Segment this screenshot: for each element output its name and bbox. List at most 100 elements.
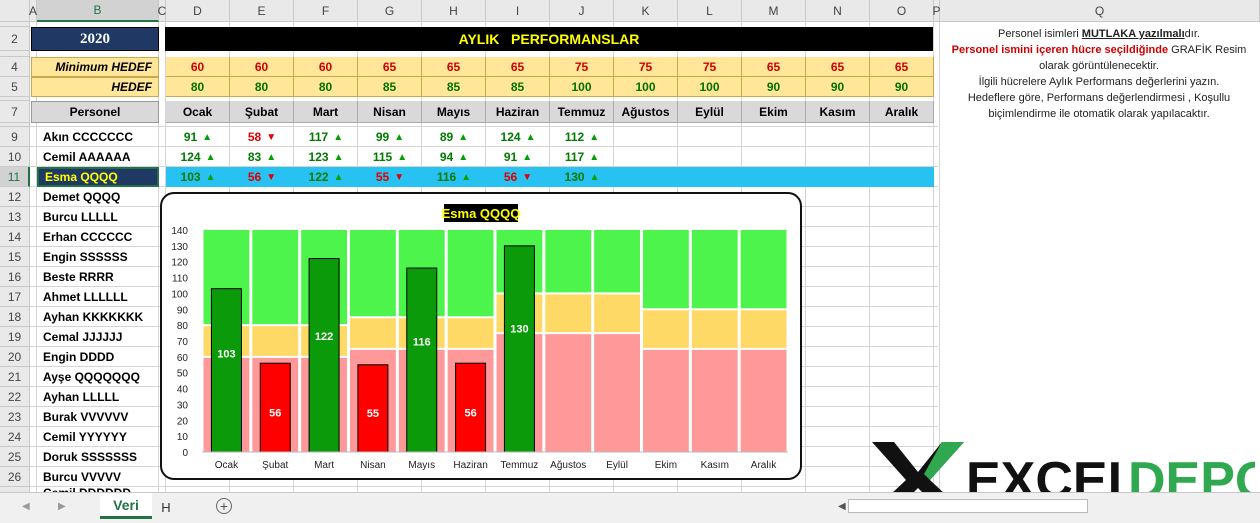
column-header-f[interactable]: F [294,0,358,22]
row-header-12[interactable]: 12 [0,187,30,207]
month-header-kasım[interactable]: Kasım [806,101,870,123]
performance-cell[interactable]: 99 ▲ [358,127,422,147]
row-header-15[interactable]: 15 [0,247,30,267]
month-header-eylül[interactable]: Eylül [678,101,742,123]
person-name[interactable]: Cemil YYYYYY [43,430,127,444]
row-header-13[interactable]: 13 [0,207,30,227]
person-name[interactable]: Erhan CCCCCC [43,230,133,244]
column-header-o[interactable]: O [870,0,934,22]
performance-cell[interactable]: 115 ▲ [358,147,422,167]
performance-cell[interactable]: 55 ▼ [358,167,422,187]
min-target-eylül[interactable]: 75 [678,57,742,77]
row-header-23[interactable]: 23 [0,407,30,427]
target-kasım[interactable]: 90 [806,77,870,97]
instructions-panel[interactable]: Personel isimleri MUTLAKA yazılmalıdır. … [940,24,1258,134]
row-header-6[interactable] [0,97,30,101]
person-name[interactable]: Akın CCCCCCC [43,130,133,144]
personel-header[interactable]: Personel [31,101,159,123]
target-şubat[interactable]: 80 [230,77,294,97]
hscroll-left-arrow[interactable]: ◀ [838,501,846,512]
column-header-i[interactable]: I [486,0,550,22]
performance-cell[interactable]: 91 ▲ [486,147,550,167]
row-header-16[interactable]: 16 [0,267,30,287]
row-header-19[interactable]: 19 [0,327,30,347]
row-header-5[interactable]: 5 [0,77,30,97]
row-header-3[interactable] [0,51,30,57]
person-name[interactable]: Cemal JJJJJJ [43,330,123,344]
target-mayıs[interactable]: 85 [422,77,486,97]
performance-chart[interactable]: Esma QQQQ 0 10 20 30 40 50 60 70 80 90 100 110 120 130… [160,192,802,480]
min-hedef-label[interactable]: Minimum HEDEF [31,57,159,77]
target-temmuz[interactable]: 100 [550,77,614,97]
column-header-b[interactable]: B [37,0,159,22]
column-header-e[interactable]: E [230,0,294,22]
target-aralık[interactable]: 90 [870,77,934,97]
column-header-a[interactable]: A [29,0,37,22]
person-name[interactable]: Engin DDDD [43,350,115,364]
prev-sheet-arrow[interactable]: ◀ [22,501,30,512]
sheet-tab-h[interactable]: H [161,499,171,515]
performance-cell[interactable]: 124 ▲ [486,127,550,147]
min-target-mayıs[interactable]: 65 [422,57,486,77]
row-header-10[interactable]: 10 [0,147,30,167]
min-target-kasım[interactable]: 65 [806,57,870,77]
title-banner[interactable]: AYLIK PERFORMANSLAR [165,27,933,51]
row-header-2[interactable]: 2 [0,27,30,51]
column-header-h[interactable]: H [422,0,486,22]
min-target-nisan[interactable]: 65 [358,57,422,77]
performance-cell[interactable]: 83 ▲ [230,147,294,167]
row-header-24[interactable]: 24 [0,427,30,447]
column-header-q[interactable]: Q [940,0,1260,22]
person-name[interactable]: Burak VVVVVV [43,410,129,424]
month-header-mayıs[interactable]: Mayıs [422,101,486,123]
row-header-22[interactable]: 22 [0,387,30,407]
row-header-18[interactable]: 18 [0,307,30,327]
sheet-tab-veri[interactable]: Veri [100,493,152,519]
person-name[interactable]: Doruk SSSSSSS [43,450,138,464]
performance-cell[interactable]: 94 ▲ [422,147,486,167]
select-all-corner[interactable] [0,0,30,22]
performance-cell[interactable]: 91 ▲ [166,127,230,147]
row-header-4[interactable]: 4 [0,57,30,77]
min-target-ekim[interactable]: 65 [742,57,806,77]
month-header-haziran[interactable]: Haziran [486,101,550,123]
column-header-l[interactable]: L [678,0,742,22]
performance-cell[interactable]: 103 ▲ [166,167,230,187]
person-name[interactable]: Cemil AAAAAA [43,150,131,164]
month-header-şubat[interactable]: Şubat [230,101,294,123]
row-header-9[interactable]: 9 [0,127,30,147]
target-nisan[interactable]: 85 [358,77,422,97]
performance-cell[interactable]: 130 ▲ [550,167,614,187]
performance-cell[interactable]: 117 ▲ [294,127,358,147]
row-header-20[interactable]: 20 [0,347,30,367]
min-target-ocak[interactable]: 60 [166,57,230,77]
column-header-p[interactable]: P [933,0,941,22]
month-header-ocak[interactable]: Ocak [166,101,230,123]
performance-cell[interactable]: 56 ▼ [486,167,550,187]
performance-cell[interactable]: 89 ▲ [422,127,486,147]
person-name[interactable]: Beste RRRR [43,270,114,284]
performance-cell[interactable]: 123 ▲ [294,147,358,167]
performance-cell[interactable]: 117 ▲ [550,147,614,167]
person-name[interactable]: Demet QQQQ [43,190,121,204]
target-eylül[interactable]: 100 [678,77,742,97]
month-header-ekim[interactable]: Ekim [742,101,806,123]
target-ekim[interactable]: 90 [742,77,806,97]
column-header-c[interactable]: C [158,0,166,22]
performance-cell[interactable]: 124 ▲ [166,147,230,167]
row-header-11[interactable]: 11 [0,167,30,187]
row-header-17[interactable]: 17 [0,287,30,307]
year-cell[interactable]: 2020 [31,27,159,51]
person-name[interactable]: Ayşe QQQQQQQ [43,370,140,384]
row-header-1[interactable] [0,22,30,27]
row-header-8[interactable] [0,123,30,127]
column-header-k[interactable]: K [614,0,678,22]
person-name[interactable]: Ahmet LLLLLL [43,290,128,304]
column-header-n[interactable]: N [806,0,870,22]
min-target-temmuz[interactable]: 75 [550,57,614,77]
min-target-mart[interactable]: 60 [294,57,358,77]
target-haziran[interactable]: 85 [486,77,550,97]
person-name[interactable]: Esma QQQQ [37,167,159,187]
column-header-g[interactable]: G [358,0,422,22]
column-header-m[interactable]: M [742,0,806,22]
